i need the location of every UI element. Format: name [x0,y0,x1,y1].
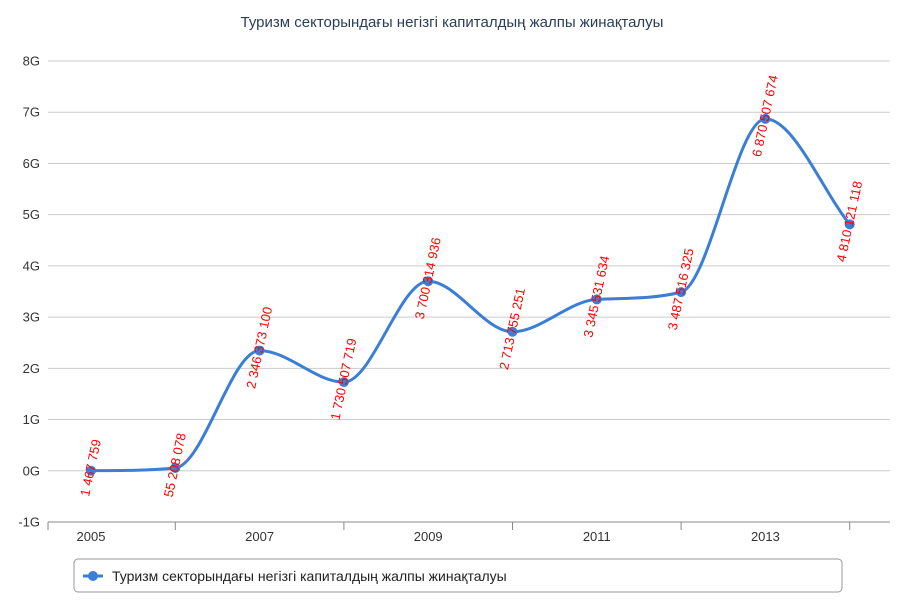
legend-marker-icon [88,571,98,581]
x-tick-label: 2011 [583,529,611,544]
y-tick-label: 4G [23,258,40,273]
y-tick-label: 5G [23,207,40,222]
y-tick-label: 0G [23,463,40,478]
y-tick-label: 1G [23,412,40,427]
data-point [423,276,434,287]
y-tick-label: 7G [23,105,40,120]
data-label: 3 700 314 936 [412,236,444,320]
legend[interactable]: Туризм секторындағы негізгі капиталдың ж… [73,558,843,593]
x-tick-label: 2009 [414,529,443,544]
data-label: 1 467 759 [77,438,104,498]
y-axis: -1G 0G 1G 2G 3G 4G 5G 6G 7G 8G [18,54,40,530]
chart-grid [48,60,890,523]
data-point [254,345,265,356]
y-tick-label: 8G [23,54,40,69]
y-tick-label: 3G [23,310,40,325]
y-tick-label: 2G [23,361,40,376]
data-point [507,326,518,337]
data-point [760,113,771,124]
data-label: 4 810 121 118 [833,180,865,263]
data-label: 55 208 078 [161,432,189,499]
data-point [86,465,96,476]
legend-label: Туризм секторындағы негізгі капиталдың ж… [112,568,507,584]
data-label: 3 345 531 634 [580,254,612,338]
legend-box [73,558,843,593]
data-label: 3 487 516 325 [665,247,697,331]
chart-title: Туризм секторындағы негізгі капиталдың ж… [241,14,664,31]
data-label: 2 346 373 100 [243,305,275,389]
y-tick-label: 6G [23,156,40,171]
data-point [844,219,855,230]
data-point [338,377,349,388]
y-tick-label: -1G [18,515,40,530]
series-markers [86,113,855,476]
series-line [90,117,851,473]
data-label: 6 870 507 674 [749,74,781,158]
data-point [676,287,687,298]
x-tick-label: 2013 [751,529,780,544]
data-point [170,462,181,473]
x-tick-label: 2007 [245,529,274,544]
x-axis: 2005 2007 2009 2011 2013 [47,522,851,544]
x-tick-label: 2005 [77,529,106,544]
data-point [591,294,602,305]
